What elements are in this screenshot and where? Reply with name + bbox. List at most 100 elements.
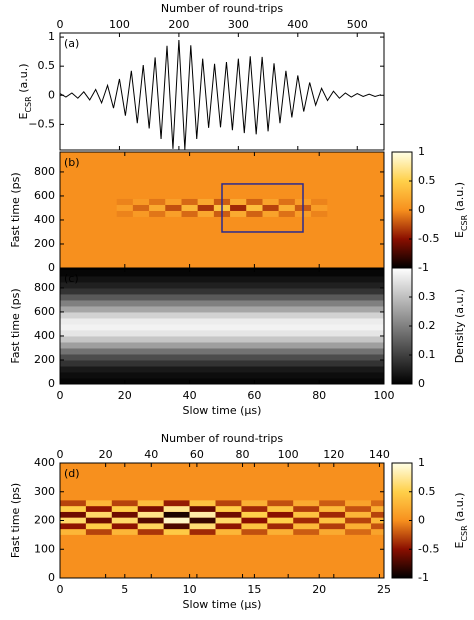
colorbar-tick-label: 0: [418, 377, 425, 390]
density-band: [60, 317, 384, 325]
colorbar-tick-label: -0.5: [418, 232, 439, 245]
heatmap-cell: [163, 511, 190, 518]
x-tick-label: 40: [144, 448, 158, 461]
colorbar-tick-label: -1: [418, 261, 429, 274]
heatmap-cell: [267, 500, 294, 507]
heatmap-cell: [267, 529, 294, 535]
x-tick-label: 100: [278, 448, 299, 461]
heatmap-cell: [163, 500, 190, 507]
heatmap-cell: [181, 204, 198, 211]
density-band: [60, 281, 384, 289]
heatmap-cell: [197, 210, 214, 217]
highlight-box: [221, 183, 304, 233]
heatmap-cell: [230, 204, 247, 211]
heatmap-cell: [85, 511, 112, 518]
heatmap-cell: [189, 517, 216, 524]
colorbar-tick-label: 0.5: [418, 485, 436, 498]
density-band: [60, 299, 384, 307]
heatmap-cell: [371, 517, 384, 524]
heatmap-cell: [215, 506, 242, 512]
plot-area: [60, 463, 384, 578]
x-tick-label: 60: [247, 389, 261, 402]
panel-label: (d): [64, 467, 80, 480]
x-tick-label: 500: [347, 18, 368, 31]
x-tick-label: 100: [374, 389, 395, 402]
density-band: [60, 371, 384, 379]
signal-line: [60, 39, 382, 150]
heatmap-cell: [85, 517, 112, 524]
heatmap-cell: [241, 529, 268, 535]
heatmap-cell: [116, 204, 133, 211]
x-axis-label: Slow time (μs): [183, 598, 262, 611]
heatmap-cell: [293, 523, 320, 530]
y-axis-label-rest: (a.u.): [17, 64, 30, 97]
y-tick-label: 400: [34, 213, 55, 226]
y-tick-label: 0: [48, 261, 55, 274]
y-tick-label: 0: [48, 377, 55, 390]
x-tick-label: 15: [247, 583, 261, 596]
y-tick-label: 0: [48, 571, 55, 584]
x-tick-label: 20: [99, 448, 113, 461]
heatmap-cell: [241, 511, 268, 518]
colorbar-tick-label: 1: [418, 456, 425, 469]
colorbar-tick-label: 0.1: [418, 348, 436, 361]
x-tick-label: 20: [118, 389, 132, 402]
heatmap-cell: [345, 523, 372, 530]
heatmap-cell: [278, 198, 295, 205]
heatmap-cell: [278, 210, 295, 217]
heatmap-cell: [215, 517, 242, 524]
y-tick-label: 800: [34, 281, 55, 294]
heatmap-cell: [189, 500, 216, 507]
heatmap-cell: [60, 511, 86, 518]
density-band: [60, 335, 384, 343]
heatmap-cell: [241, 500, 268, 507]
x-tick-label: 0: [57, 448, 64, 461]
density-band: [60, 311, 384, 319]
x-tick-label: 140: [369, 448, 390, 461]
heatmap-cell: [165, 198, 182, 205]
x-tick-label: 25: [377, 583, 391, 596]
density-band: [60, 305, 384, 313]
heatmap-cell: [132, 204, 150, 211]
y-tick-label: −0.5: [28, 117, 55, 130]
heatmap-cell: [137, 529, 164, 535]
heatmap-cell: [197, 204, 214, 211]
heatmap-cell: [215, 529, 242, 535]
y-tick-label: 600: [34, 189, 55, 202]
panel-label: (b): [64, 156, 80, 169]
density-band: [60, 287, 384, 295]
y-tick-label: 0.5: [38, 59, 56, 72]
colorbar-tick-label: -1: [418, 571, 429, 584]
y-axis-label: Fast time (ps): [9, 288, 22, 363]
heatmap-cell: [267, 523, 294, 530]
heatmap-cell: [345, 511, 372, 518]
y-axis-label-main: E: [17, 112, 30, 119]
x-tick-label: 300: [228, 18, 249, 31]
heatmap-cell: [165, 204, 182, 211]
heatmap-cell: [371, 511, 384, 518]
y-tick-label: 200: [34, 353, 55, 366]
heatmap-cell: [149, 198, 166, 205]
heatmap-cell: [267, 511, 294, 518]
heatmap-cell: [163, 517, 190, 524]
y-tick-label: 600: [34, 305, 55, 318]
heatmap-cell: [215, 500, 242, 507]
heatmap-cell: [371, 500, 384, 507]
heatmap-cell: [241, 506, 268, 512]
heatmap-cell: [215, 523, 242, 530]
heatmap-cell: [181, 198, 198, 205]
colorbar-label-main: E: [453, 541, 466, 548]
heatmap-cell: [293, 500, 320, 507]
heatmap-cell: [293, 517, 320, 524]
heatmap-cell: [319, 500, 346, 507]
density-band: [60, 269, 384, 277]
heatmap-cell: [137, 523, 164, 530]
heatmap-cell: [165, 210, 182, 217]
x-tick-label: 100: [109, 18, 130, 31]
y-tick-label: 200: [34, 514, 55, 527]
colorbar-tick-label: -0.5: [418, 542, 439, 555]
heatmap-cell: [319, 506, 346, 512]
heatmap-cell: [345, 529, 372, 535]
density-band: [60, 365, 384, 373]
